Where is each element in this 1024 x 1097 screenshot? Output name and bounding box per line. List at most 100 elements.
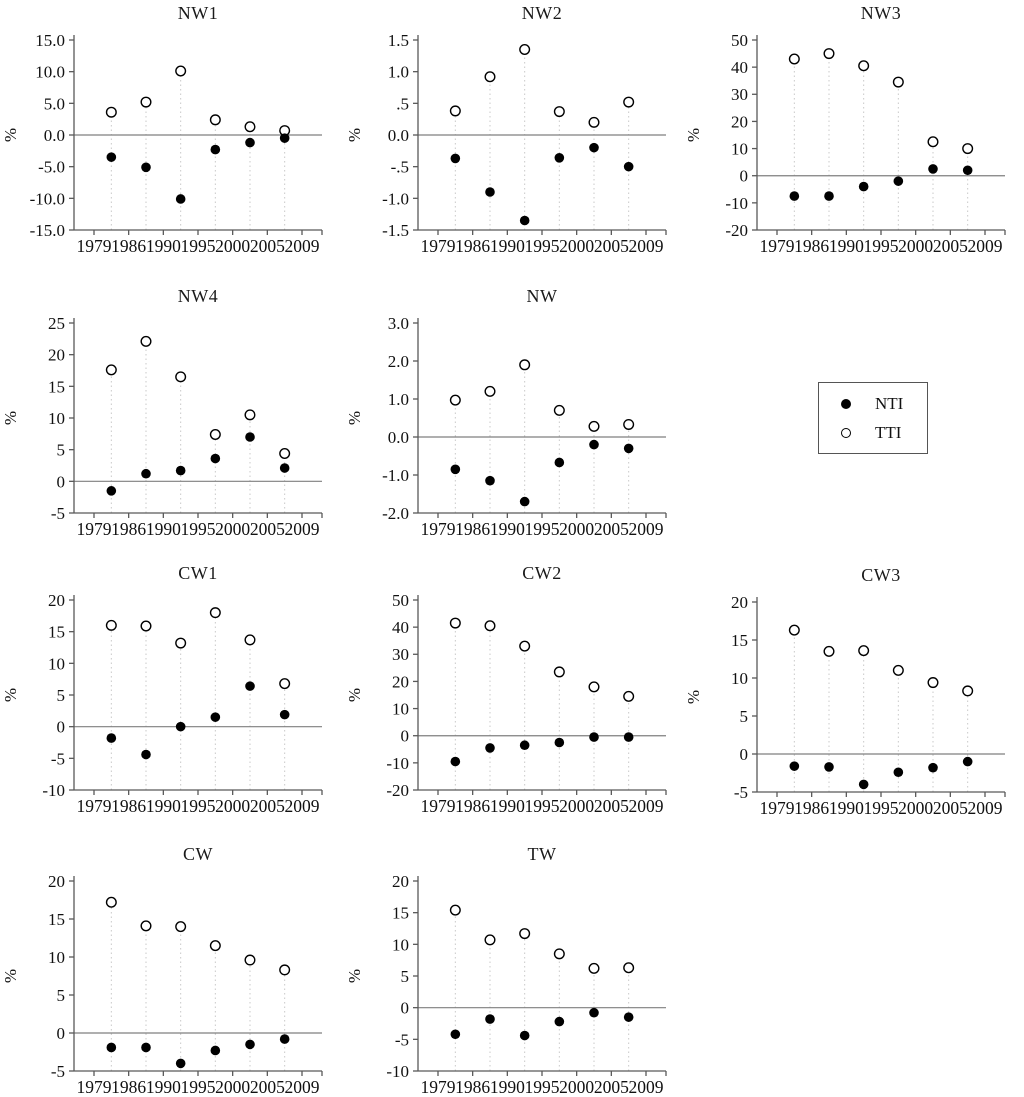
nti-point [824, 762, 834, 772]
nti-point [623, 161, 634, 172]
y-tick-label: 20 [48, 591, 65, 610]
tti-point [244, 121, 256, 133]
x-tick-label: 1986 [111, 236, 146, 256]
x-tick-label: 1979 [421, 1077, 456, 1097]
legend: NTI TTI [683, 283, 1024, 539]
x-tick-label: 1986 [794, 798, 829, 818]
chart-tw: TW 20 15 10 5 0 -5 -10 1979 1986 1990 1995 2000 2005… [344, 841, 685, 1097]
nti-point [623, 1012, 634, 1022]
x-tick-label: 1979 [77, 236, 112, 256]
y-tick-label: 20 [731, 112, 748, 131]
y-tick-label: 0.0 [388, 126, 409, 145]
nti-point [485, 187, 495, 197]
chart-title: TW [527, 844, 557, 864]
nti-point [210, 1045, 221, 1056]
tti-point [175, 371, 187, 383]
tti-point [858, 60, 870, 72]
x-tick-label: 1979 [421, 796, 456, 816]
nti-point [245, 681, 255, 691]
tti-point [449, 394, 461, 406]
x-tick-label: 2009 [285, 796, 320, 816]
x-tick-label: 2005 [594, 519, 629, 539]
tti-point [105, 106, 117, 118]
x-tick-label: 2000 [898, 236, 933, 256]
nti-point [519, 1030, 530, 1041]
x-tick-label: 1995 [525, 236, 560, 256]
y-tick-label: 20 [392, 672, 409, 691]
tti-point [244, 954, 256, 966]
y-tick-label: 0.0 [44, 126, 65, 145]
legend-item-tti: TTI [819, 422, 927, 444]
nti-point [893, 176, 904, 186]
y-tick-label: 40 [392, 618, 409, 637]
x-tick-label: 2009 [285, 519, 320, 539]
nti-point [789, 191, 800, 201]
y-tick-label: -5 [51, 504, 65, 523]
nti-point [519, 496, 530, 507]
plot-area: 15.0 10.0 5.0 0.0 -5.0 -10.0 -15.0 1979 1986 1990… [1, 31, 323, 256]
tti-point [105, 619, 117, 631]
y-tick-label: 10 [48, 409, 65, 428]
y-tick-label: 0 [57, 1024, 66, 1043]
x-tick-label: 2005 [594, 796, 629, 816]
nti-point [106, 486, 117, 496]
tti-point [449, 617, 461, 629]
tti-point [823, 48, 835, 60]
y-tick-label: 5.0 [44, 94, 65, 113]
x-tick-label: 1990 [490, 1077, 525, 1097]
y-tick-label: -5 [395, 1030, 409, 1049]
tti-point [553, 404, 565, 416]
y-tick-label: -10 [386, 1062, 409, 1081]
y-axis-label: % [345, 688, 364, 702]
x-tick-label: 2005 [250, 1077, 285, 1097]
nti-point [141, 162, 151, 173]
chart-cw2: CW2 50 40 30 20 10 0 -10 -20 1979 1986 1990 1995 200… [344, 560, 685, 816]
chart-nw: NW 3.0 2.0 1.0 0.0 -1.0 -2.0 1979 1986 1990 1995 2… [344, 283, 685, 539]
y-tick-label: -20 [725, 221, 748, 240]
y-tick-label: 20 [731, 593, 748, 612]
chart-nw4: NW4 25 20 15 10 5 0 -5 1979 1986 1990 1995 2000 2005… [0, 283, 341, 539]
y-tick-label: 20 [392, 872, 409, 891]
y-axis-label: % [345, 128, 364, 142]
tti-point [484, 934, 496, 946]
x-tick-label: 1995 [525, 796, 560, 816]
y-axis-label: % [684, 690, 703, 704]
tti-point [519, 928, 531, 940]
nti-point [210, 144, 221, 155]
y-tick-label: 20 [48, 346, 65, 365]
chart-nw3: NW3 50 40 30 20 10 0 -10 -20 1979 1986 1990 1995 200… [683, 0, 1024, 256]
y-tick-label: 15 [48, 910, 65, 929]
tti-point [449, 105, 461, 117]
x-tick-label: 1990 [490, 796, 525, 816]
plot-area: 20 15 10 5 0 -5 1979 1986 1990 1995 2000 2005 2009% [684, 593, 1006, 818]
tti-point [588, 681, 600, 693]
tti-point [927, 677, 939, 689]
y-tick-label: 0 [57, 472, 66, 491]
y-axis-label: % [1, 128, 20, 142]
nti-point [175, 721, 186, 732]
y-tick-label: -1.0 [382, 189, 409, 208]
x-tick-label: 1995 [181, 1077, 216, 1097]
tti-point [962, 685, 974, 697]
y-tick-label: -5 [734, 783, 748, 802]
y-axis-label: % [1, 969, 20, 983]
y-tick-label: -10 [42, 781, 65, 800]
chart-title: CW [183, 844, 213, 864]
x-tick-label: 1979 [760, 236, 795, 256]
legend-label: NTI [875, 394, 904, 413]
y-tick-label: 40 [731, 58, 748, 77]
y-tick-label: 5 [401, 967, 410, 986]
x-tick-label: 1995 [181, 519, 216, 539]
x-tick-label: 2005 [250, 796, 285, 816]
tti-point [788, 624, 800, 636]
y-tick-label: -20 [386, 781, 409, 800]
nti-point [858, 181, 869, 192]
y-tick-label: -10.0 [30, 189, 65, 208]
y-tick-label: 0 [740, 167, 749, 186]
x-tick-label: 1990 [829, 798, 864, 818]
x-tick-label: 1986 [455, 796, 490, 816]
y-tick-label: 10 [731, 669, 748, 688]
chart-title: CW1 [178, 563, 218, 583]
nti-point [450, 756, 461, 767]
